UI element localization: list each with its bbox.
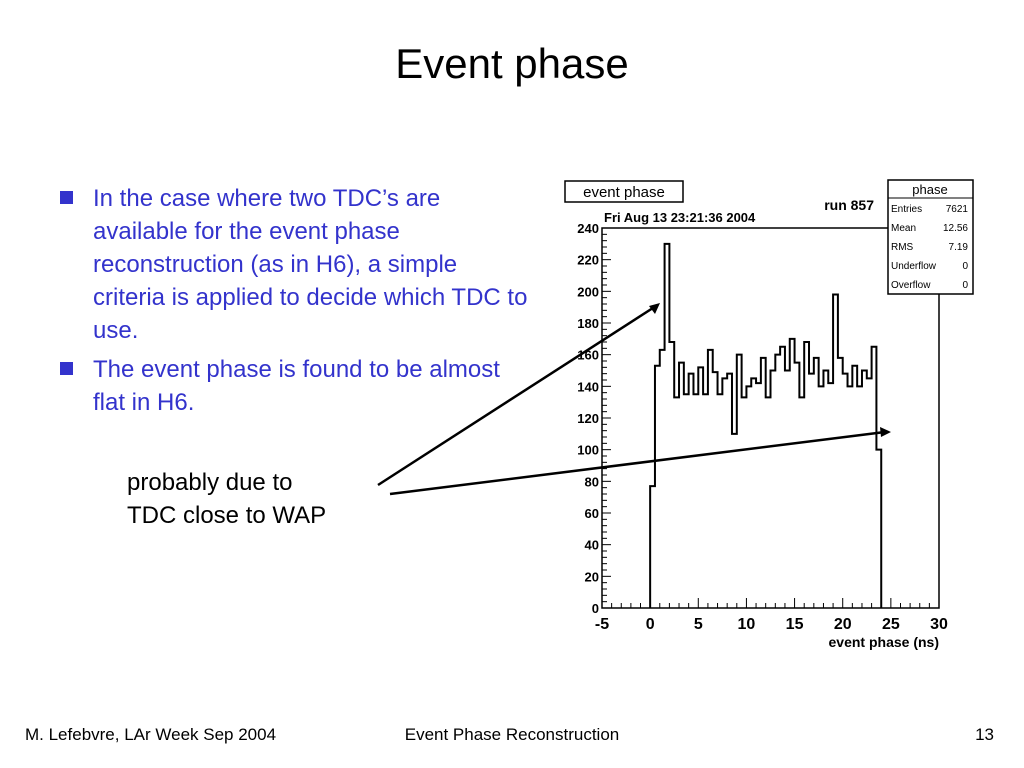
slide-title: Event phase <box>395 40 629 87</box>
y-tick-label: 200 <box>577 284 599 299</box>
x-tick-label: 15 <box>786 616 804 633</box>
x-tick-label: 20 <box>834 616 852 633</box>
y-tick-label: 80 <box>585 474 599 489</box>
square-bullet-icon <box>60 191 73 204</box>
y-tick-label: 40 <box>585 538 599 553</box>
run-label: run 857 <box>824 197 874 213</box>
stats-row-label: RMS <box>891 242 914 253</box>
y-tick-label: 100 <box>577 443 599 458</box>
x-tick-label: 25 <box>882 616 900 633</box>
note-line: TDC close to WAP <box>127 502 327 529</box>
x-axis-label: event phase (ns) <box>829 634 939 650</box>
stats-row-label: Entries <box>891 204 922 215</box>
x-tick-label: -5 <box>595 616 609 633</box>
footer-author: M. Lefebvre, LAr Week Sep 2004 <box>25 725 277 744</box>
histogram-line <box>649 242 883 608</box>
arrow-head-icon <box>880 427 891 437</box>
arrow-line <box>377 304 657 487</box>
chart-date: Fri Aug 13 23:21:36 2004 <box>604 210 756 225</box>
stats-row-value: 12.56 <box>943 223 968 234</box>
y-tick-label: 220 <box>577 253 599 268</box>
bullet-text: In the case where two TDC’s are availabl… <box>93 185 528 344</box>
stats-box: phase Entries 7621 Mean 12.56 RMS 7.19 Underfl… <box>887 179 974 295</box>
stats-row-value: 0 <box>962 261 968 272</box>
y-tick-label: 240 <box>577 221 599 236</box>
axis-ticks <box>601 227 940 609</box>
x-tick-label: 5 <box>694 616 703 633</box>
stats-row-label: Underflow <box>891 261 937 272</box>
bullet-item: The event phase is found to be almost fl… <box>60 353 530 419</box>
bullet-item: In the case where two TDC’s are availabl… <box>60 182 530 347</box>
x-tick-label: 0 <box>646 616 655 633</box>
y-tick-labels: 0 20 40 60 80 100 120 140 160 180 200 220 240 <box>577 221 599 616</box>
stats-row-value: 7621 <box>946 204 969 215</box>
arrow-line <box>389 430 886 496</box>
stats-title: phase <box>912 182 947 197</box>
y-tick-label: 160 <box>577 348 599 363</box>
stats-row-value: 0 <box>962 280 968 291</box>
y-tick-label: 0 <box>592 601 599 616</box>
y-tick-label: 60 <box>585 506 599 521</box>
stats-row-value: 7.19 <box>949 242 969 253</box>
chart-title: event phase <box>583 184 665 201</box>
x-tick-label: 30 <box>930 616 948 633</box>
y-tick-label: 20 <box>585 569 599 584</box>
square-bullet-icon <box>60 362 73 375</box>
stats-row-label: Overflow <box>891 280 931 291</box>
slide-number: 13 <box>975 725 994 744</box>
y-tick-label: 140 <box>577 379 599 394</box>
note-line: probably due to <box>127 469 293 496</box>
annotation-note: probably due to TDC close to WAP <box>127 466 326 532</box>
arrow-head-icon <box>649 303 660 314</box>
y-tick-label: 120 <box>577 411 599 426</box>
y-tick-label: 180 <box>577 316 599 331</box>
stats-row-label: Mean <box>891 223 916 234</box>
bullet-text: The event phase is found to be almost fl… <box>93 356 500 416</box>
chart-title-box <box>564 180 684 203</box>
x-tick-label: 10 <box>738 616 756 633</box>
bullet-list: In the case where two TDC’s are availabl… <box>60 182 530 425</box>
footer-title: Event Phase Reconstruction <box>404 725 620 744</box>
x-tick-labels: -5 0 5 10 15 20 25 30 <box>595 616 948 633</box>
